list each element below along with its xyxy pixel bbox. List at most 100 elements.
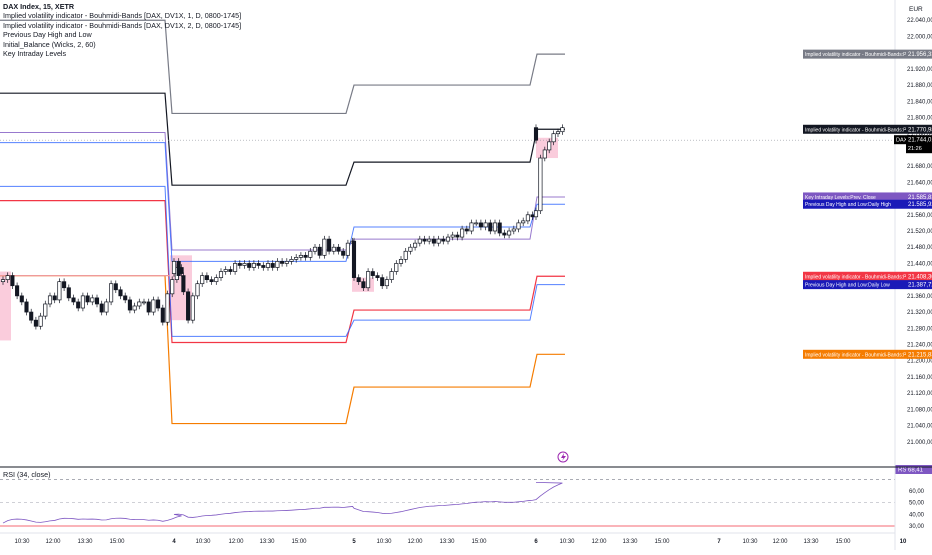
rsi-pane[interactable]: 60,00 50,00 40,00 30,00 RSI 68,41	[0, 451, 932, 530]
time-tick-label: 13:30	[77, 539, 93, 545]
candle	[345, 242, 350, 256]
time-tick-label: 12:00	[45, 539, 61, 545]
candle	[204, 275, 209, 280]
price-badge-label-text: Implied volatility indicator - Bouhmidi-…	[805, 52, 912, 58]
candle	[19, 295, 24, 303]
candle	[308, 250, 313, 258]
candle	[560, 127, 565, 133]
candle	[336, 246, 341, 252]
legend-item-key-levels[interactable]: Key Intraday Levels	[3, 49, 67, 59]
candle	[109, 283, 114, 303]
time-tick-label: 10:30	[742, 539, 758, 545]
price-badge-label-text: Implied volatility indicator - Bouhmidi-…	[805, 274, 912, 280]
time-tick-label: 13:30	[259, 539, 275, 545]
time-tick-label: 13:30	[439, 539, 455, 545]
candle	[242, 263, 247, 266]
indicator-lines	[0, 19, 895, 425]
price-badge-value	[906, 349, 932, 359]
price-tick-label: 21.800,00	[907, 116, 932, 122]
price-badge-value-text: 21.215,83	[908, 352, 932, 358]
legend-item-bouhmidi-2[interactable]: Implied volatility indicator - Bouhmidi-…	[3, 20, 242, 30]
candle	[127, 299, 132, 311]
price-badge-value-text: 21.770,98	[908, 127, 932, 133]
candle	[10, 275, 15, 287]
candle	[370, 271, 375, 276]
price-badge-value	[906, 135, 932, 154]
price-badge-label	[803, 349, 906, 359]
candle	[94, 297, 100, 305]
rsi-badge-value-text: 68,41	[908, 468, 924, 474]
rsi-tick-label: 30,00	[909, 524, 925, 530]
candle	[331, 246, 336, 252]
candle	[38, 315, 43, 327]
lightning-bolt-shape	[561, 453, 566, 461]
candle	[450, 234, 455, 238]
price-tick-label: 22.040,00	[907, 18, 932, 24]
time-tick-label: 12:00	[772, 539, 788, 545]
candle	[223, 269, 228, 272]
candle	[303, 254, 308, 258]
candle	[195, 283, 200, 297]
candle	[298, 254, 303, 258]
indicator-line	[0, 199, 565, 344]
candle	[85, 295, 90, 303]
time-tick-label: 12:00	[591, 539, 607, 545]
candle	[190, 295, 195, 321]
candle	[366, 271, 371, 289]
price-tick-label: 21.520,00	[907, 229, 932, 235]
candle	[351, 240, 357, 278]
time-tick-label: 10:30	[14, 539, 30, 545]
candle	[533, 127, 539, 141]
candle	[460, 228, 465, 238]
candle	[502, 232, 507, 236]
candle	[464, 228, 469, 232]
candle	[530, 214, 535, 218]
time-tick-label: 12:00	[407, 539, 423, 545]
rsi-badge-value	[906, 465, 932, 474]
candle	[403, 250, 408, 260]
rsi-tick-label: 40,00	[909, 512, 925, 518]
candle	[171, 261, 177, 274]
candle	[71, 297, 76, 303]
price-tick-label: 21.000,00	[907, 440, 932, 446]
price-badge-label	[803, 271, 906, 281]
time-axis[interactable]: 10:30 12:00 13:30 15:00 4 10:30 12:00 13:30 15:0…	[0, 532, 907, 545]
candle	[497, 222, 502, 234]
candle	[280, 261, 285, 264]
candle	[62, 281, 67, 289]
candle	[547, 141, 552, 151]
candle	[33, 319, 38, 327]
candle	[294, 256, 299, 260]
candle	[256, 263, 261, 266]
candle	[123, 295, 128, 301]
candle	[76, 301, 81, 309]
candle	[156, 299, 161, 309]
price-tick-label: 21.680,00	[907, 164, 932, 170]
price-badge-label-text: Previous Day High and Low:Daily Low	[805, 283, 890, 289]
time-tick-label: 4	[172, 539, 176, 545]
legend-item-bouhmidi-1[interactable]: Implied volatility indicator - Bouhmidi-…	[3, 11, 242, 21]
candle	[427, 238, 432, 242]
legend-item-prev-day[interactable]: Previous Day High and Low	[3, 30, 92, 40]
candle	[270, 263, 275, 268]
price-tick-label: 21.080,00	[907, 407, 932, 413]
indicator-legend: DAX Index, 15, XETR Implied volatility i…	[3, 2, 241, 58]
indicator-line	[0, 185, 565, 337]
candle	[24, 301, 29, 313]
candle	[209, 279, 214, 283]
candle	[141, 301, 147, 304]
rsi-tick-label: 60,00	[909, 489, 925, 495]
time-tick-label: 10:30	[559, 539, 575, 545]
legend-item-initial-balance[interactable]: Initial_Balance (Wicks, 2, 60)	[3, 39, 96, 49]
time-tick-label: 5	[352, 539, 356, 545]
rsi-legend[interactable]: RSI (34, close)	[3, 470, 51, 479]
symbol-title[interactable]: DAX Index, 15, XETR	[3, 2, 75, 11]
price-badge-value-text: 21.387,72	[908, 283, 932, 289]
price-badge-symbol-text: DAX	[896, 138, 908, 144]
price-tick-label: 22.000,00	[907, 34, 932, 40]
candle	[422, 238, 427, 242]
price-tick-label: 21.440,00	[907, 261, 932, 267]
price-badge-label	[803, 199, 906, 209]
price-tick-label: 21.200,00	[907, 359, 932, 365]
